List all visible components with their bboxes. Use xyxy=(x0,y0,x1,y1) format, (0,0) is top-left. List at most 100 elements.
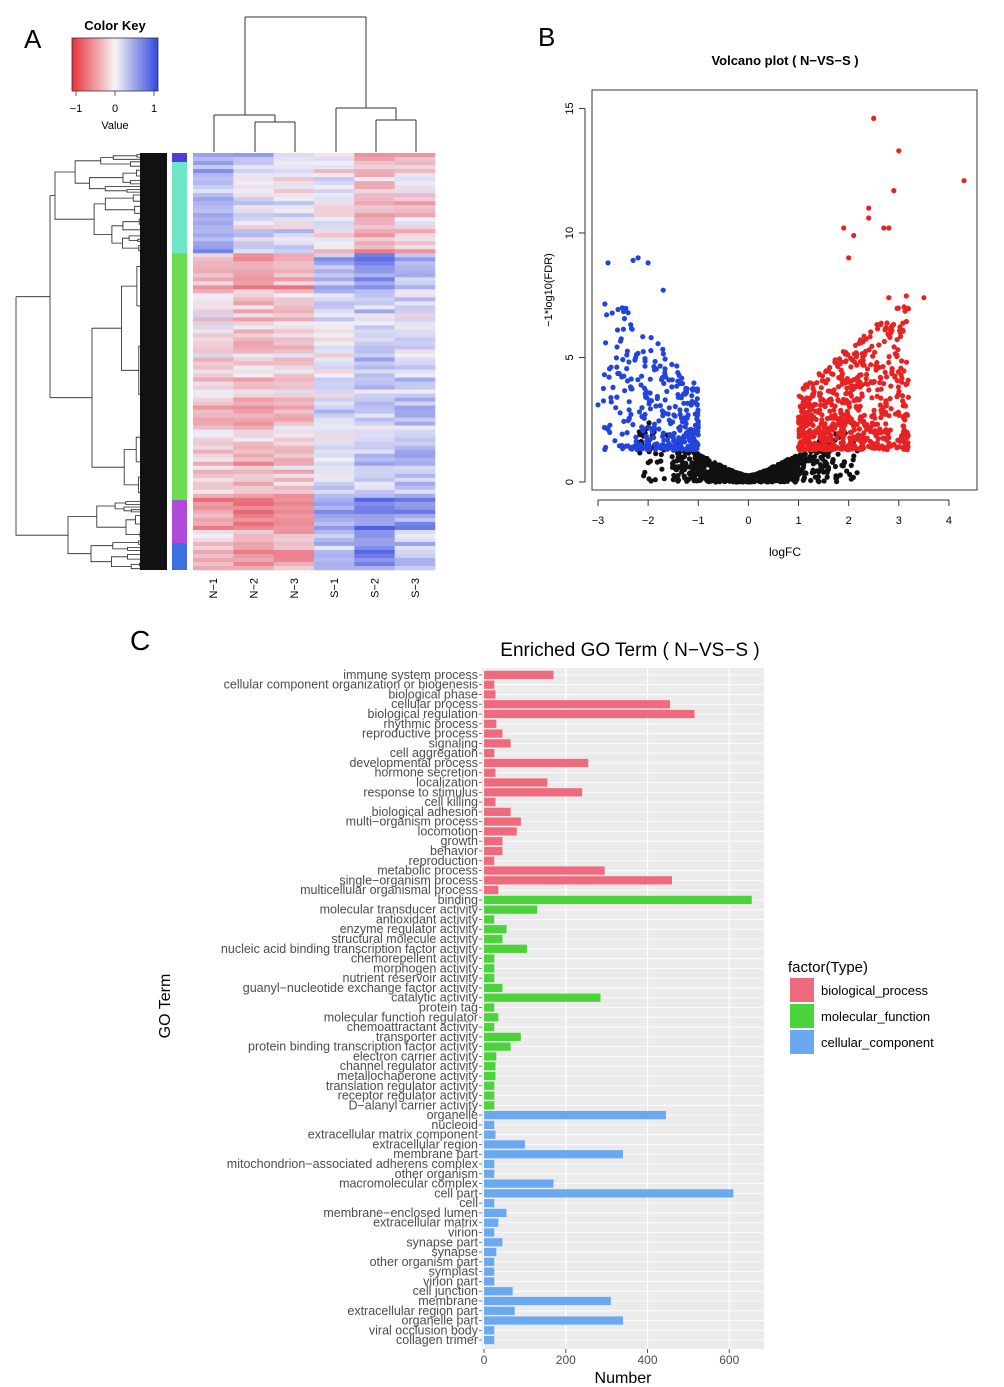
heatmap-cell xyxy=(233,217,274,222)
go-bar xyxy=(484,1336,495,1345)
volcano-point xyxy=(608,395,614,401)
heatmap-cell xyxy=(394,357,436,362)
volcano-point xyxy=(857,384,863,390)
heatmap-cell xyxy=(193,425,234,430)
heatmap-cell xyxy=(354,161,395,166)
volcano-point xyxy=(884,320,890,326)
heatmap-cell xyxy=(394,373,436,378)
heatmap-cell xyxy=(354,349,395,354)
heatmap-cell xyxy=(233,165,274,170)
heatmap-cell xyxy=(193,293,234,298)
heatmap-cell xyxy=(233,177,274,182)
heatmap-cell xyxy=(394,225,436,230)
heatmap-cell xyxy=(193,317,234,322)
heatmap-cell xyxy=(394,381,436,386)
heatmap-cell xyxy=(314,321,355,326)
volcano-point xyxy=(822,442,828,448)
heatmap-cell xyxy=(394,437,436,442)
go-term-label: chemoattractant activity xyxy=(347,1020,479,1034)
go-bar xyxy=(484,1277,495,1286)
go-term-label: signaling xyxy=(429,736,478,750)
volcano-point xyxy=(882,411,888,417)
heatmap-cell xyxy=(193,469,234,475)
heatmap-cell xyxy=(193,301,234,306)
heatmap-cell xyxy=(394,385,436,390)
go-bar xyxy=(484,1140,525,1149)
heatmap-cell xyxy=(193,465,234,471)
volcano-point xyxy=(921,295,927,301)
volcano-point xyxy=(886,440,892,447)
volcano-point xyxy=(878,395,884,401)
heatmap-cell xyxy=(394,221,436,226)
volcano-point xyxy=(686,456,693,462)
heatmap-cell xyxy=(273,189,315,194)
volcano-point xyxy=(810,393,816,399)
heatmap-cell xyxy=(193,153,234,158)
heatmap-cell xyxy=(394,473,436,479)
heatmap-cell xyxy=(394,281,436,286)
heatmap-cell xyxy=(354,397,395,402)
volcano-point xyxy=(651,421,658,427)
volcano-point xyxy=(815,478,821,484)
go-bar xyxy=(484,964,495,973)
go-term-label: single−organism process xyxy=(339,873,478,887)
volcano-point xyxy=(614,344,620,350)
volcano-point xyxy=(743,478,749,484)
go-term-label: enzyme regulator activity xyxy=(340,922,479,936)
volcano-point xyxy=(646,443,652,449)
heatmap-cell xyxy=(394,525,436,531)
volcano-point xyxy=(894,352,900,358)
heatmap-cell xyxy=(394,521,436,527)
volcano-point xyxy=(830,390,836,396)
heatmap-cell xyxy=(314,361,355,366)
volcano-point xyxy=(659,466,665,472)
heatmap-cell xyxy=(314,445,355,451)
volcano-title: Volcano plot ( N−VS−S ) xyxy=(711,53,858,68)
heatmap-cell xyxy=(193,197,234,202)
volcano-point xyxy=(805,435,811,441)
heatmap-cell xyxy=(314,453,355,459)
heatmap-cell xyxy=(273,353,315,358)
heatmap-cell xyxy=(354,217,395,222)
go-bar xyxy=(484,1326,495,1335)
heatmap-cell xyxy=(233,301,274,306)
heatmap-cell xyxy=(394,449,436,455)
volcano-point xyxy=(848,364,854,370)
heatmap-cell xyxy=(394,261,436,266)
volcano-point xyxy=(816,425,822,431)
heatmap-cell xyxy=(273,509,315,515)
go-term-label: extracellular region xyxy=(372,1138,478,1152)
volcano-point xyxy=(618,336,624,342)
volcano-point xyxy=(839,381,845,387)
heatmap-cell xyxy=(394,153,436,158)
heatmap-cell xyxy=(193,373,234,378)
heatmap-cell xyxy=(354,401,395,406)
go-bar xyxy=(484,1267,495,1276)
volcano-point xyxy=(654,459,660,465)
heatmap-cell xyxy=(314,537,355,543)
heatmap-cell xyxy=(193,269,234,274)
heatmap-cell xyxy=(394,425,436,430)
heatmap-cell xyxy=(314,429,355,434)
volcano-point xyxy=(832,463,839,470)
heatmap-cell xyxy=(273,309,315,314)
go-bar xyxy=(484,1159,495,1169)
heatmap-cell xyxy=(233,561,274,567)
heatmap-cell xyxy=(314,481,355,487)
volcano-point xyxy=(961,178,967,184)
volcano-point xyxy=(888,383,894,389)
heatmap-cell xyxy=(314,565,355,571)
volcano-point xyxy=(843,358,849,364)
volcano-point xyxy=(660,430,667,436)
heatmap-cell xyxy=(314,521,355,527)
volcano-point xyxy=(798,414,804,420)
go-term-label: cell xyxy=(459,1196,478,1210)
volcano-point xyxy=(797,425,803,431)
heatmap-column-label: S−3 xyxy=(410,578,422,598)
volcano-point xyxy=(819,396,825,402)
heatmap-cell xyxy=(354,229,395,234)
volcano-point xyxy=(784,458,790,464)
heatmap-cell xyxy=(193,369,234,374)
volcano-point xyxy=(851,351,857,357)
heatmap-cell xyxy=(273,369,315,374)
